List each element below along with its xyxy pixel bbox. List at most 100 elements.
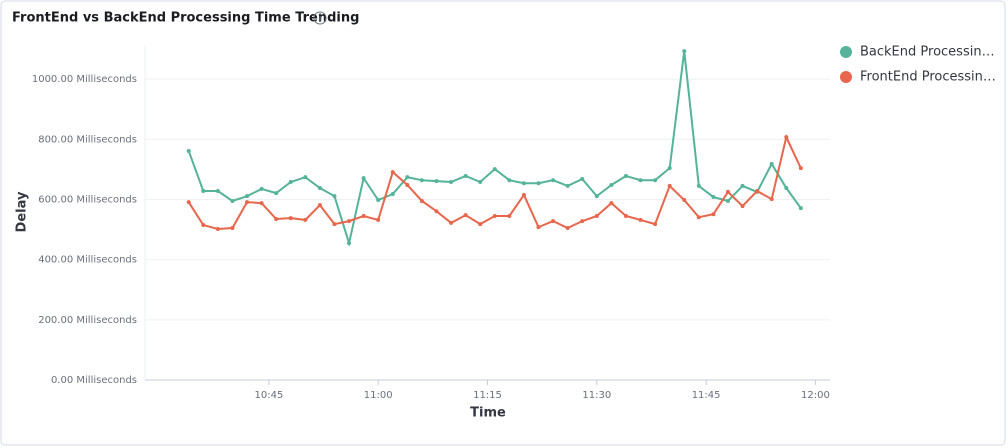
data-point [492, 167, 497, 172]
y-tick-label: 1000.00 Milliseconds [32, 74, 137, 85]
data-point [201, 223, 206, 228]
data-point [623, 173, 628, 178]
data-point [492, 214, 497, 219]
data-point [405, 175, 410, 180]
data-point [711, 212, 716, 217]
data-point [390, 170, 395, 175]
data-point [653, 178, 658, 183]
y-tick-label: 200.00 Milliseconds [38, 315, 137, 326]
data-point [551, 219, 556, 224]
y-tick-label: 600.00 Milliseconds [38, 194, 137, 205]
data-point [521, 181, 526, 186]
data-point [798, 166, 803, 171]
info-icon[interactable] [313, 11, 327, 25]
data-point [419, 198, 424, 203]
x-tick-label: 11:00 [364, 390, 393, 401]
data-point [609, 183, 614, 188]
y-tick-label: 800.00 Milliseconds [38, 134, 137, 145]
y-tick-label: 0.00 Milliseconds [51, 375, 137, 386]
data-point [434, 179, 439, 184]
data-point [551, 178, 556, 183]
data-point [682, 198, 687, 203]
data-point [361, 176, 366, 181]
data-point [201, 189, 206, 194]
x-tick-label: 10:45 [254, 390, 283, 401]
x-tick-label: 11:15 [473, 390, 502, 401]
data-point [696, 183, 701, 188]
data-point [274, 191, 279, 196]
data-point [317, 186, 322, 191]
data-point [215, 189, 220, 194]
data-point [347, 219, 352, 224]
data-point [245, 194, 250, 199]
data-point [478, 180, 483, 185]
data-point [536, 225, 541, 230]
data-point [332, 222, 337, 227]
data-point [186, 149, 191, 154]
data-point [463, 173, 468, 178]
data-point [274, 217, 279, 222]
data-point [725, 198, 730, 203]
data-point [798, 206, 803, 211]
legend-swatch [840, 71, 852, 83]
data-point [667, 166, 672, 171]
data-point [755, 189, 760, 194]
data-point [667, 183, 672, 188]
y-axis-title: Delay [15, 191, 30, 232]
data-point [245, 200, 250, 205]
data-point [580, 219, 585, 224]
data-point [317, 203, 322, 208]
data-point [696, 215, 701, 220]
data-point [332, 194, 337, 199]
data-point [507, 214, 512, 219]
data-point [449, 220, 454, 225]
data-point [186, 200, 191, 205]
data-point [711, 195, 716, 200]
data-point [653, 222, 658, 227]
data-point [376, 198, 381, 203]
data-point [638, 217, 643, 222]
data-point [288, 180, 293, 185]
y-tick-label: 400.00 Milliseconds [38, 255, 137, 266]
data-point [740, 204, 745, 209]
data-point [303, 175, 308, 180]
legend-label: BackEnd Processin… [860, 45, 995, 60]
chart-title: FrontEnd vs BackEnd Processing Time Tren… [12, 11, 359, 26]
data-point [565, 226, 570, 231]
legend-swatch [840, 46, 852, 58]
data-point [215, 226, 220, 231]
data-point [740, 183, 745, 188]
data-point [594, 194, 599, 199]
data-point [623, 214, 628, 219]
data-point [259, 201, 264, 206]
x-tick-label: 11:45 [692, 390, 721, 401]
data-point [565, 183, 570, 188]
data-point [259, 186, 264, 191]
data-point [463, 213, 468, 218]
data-point [609, 201, 614, 206]
data-point [478, 222, 483, 227]
data-point [784, 186, 789, 191]
data-point [521, 192, 526, 197]
data-point [638, 178, 643, 183]
data-point [769, 197, 774, 202]
data-point [361, 214, 366, 219]
data-point [594, 214, 599, 219]
data-point [536, 181, 541, 186]
data-point [725, 189, 730, 194]
data-point [230, 226, 235, 231]
data-point [580, 176, 585, 181]
data-point [303, 217, 308, 222]
x-tick-label: 12:00 [801, 390, 830, 401]
data-point [376, 217, 381, 222]
data-point [682, 49, 687, 54]
x-tick-label: 11:30 [582, 390, 611, 401]
data-point [347, 241, 352, 246]
data-point [434, 209, 439, 214]
data-point [390, 192, 395, 197]
data-point [769, 161, 774, 166]
data-point [405, 183, 410, 188]
data-point [449, 180, 454, 185]
